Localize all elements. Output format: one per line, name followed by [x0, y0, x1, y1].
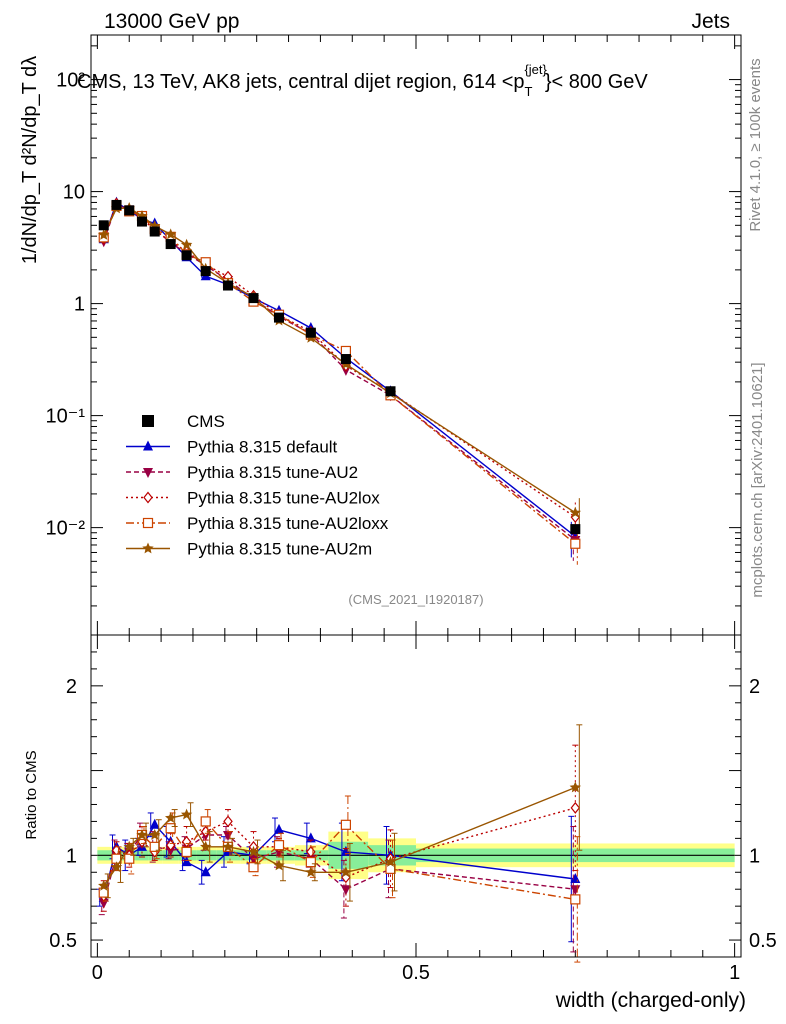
legend-marker — [143, 491, 153, 504]
legend-marker — [142, 517, 154, 529]
legend-label: Pythia 8.315 default — [187, 438, 338, 457]
chart-title: CMS, 13 TeV, AK8 jets, central dijet reg… — [77, 62, 648, 99]
ratio-frame — [90, 634, 742, 958]
ratio-y-tick-label-right: 1 — [749, 845, 760, 867]
series-tune-au2m-ratio-point — [200, 840, 212, 852]
series-default-ratio-point — [273, 823, 284, 834]
cms-data-point — [340, 354, 351, 365]
ratio-plot: 0.5 0.5 1 1 2 2 0 0.5 1 — [49, 634, 777, 984]
series-tune-au2loxx-ratio-point — [305, 856, 316, 868]
legend-marker — [143, 440, 153, 451]
series-tune-au2m-main-point — [165, 228, 177, 240]
series-tune-au2m-ratio-point — [110, 861, 123, 872]
cms-data-point — [248, 293, 259, 304]
rivet-note: Rivet 4.1.0, ≥ 100k events — [747, 58, 764, 231]
cms-data-point — [98, 220, 109, 231]
series-tune-au2loxx-ratio-point — [273, 840, 285, 851]
ratio-y-tick-label: 1 — [66, 845, 77, 867]
legend-label: Pythia 8.315 tune-AU2m — [187, 540, 372, 559]
legend-label: CMS — [187, 412, 225, 431]
series-tune-au2loxx-ratio-point — [570, 894, 581, 905]
cms-data-point — [305, 327, 316, 338]
series-tune-au2m-ratio-point — [273, 859, 285, 871]
series-tune-au2loxx-ratio-point — [124, 853, 135, 864]
energy-label: 13000 GeV pp — [104, 10, 239, 33]
chart-title-suffix: }< 800 GeV — [545, 71, 649, 93]
series-tune-au2m-ratio-point — [149, 829, 161, 840]
cms-data-point — [165, 239, 176, 250]
main-y-tick-label: 10⁻² — [46, 518, 86, 540]
cms-data-point — [385, 386, 396, 397]
legend-label: Pythia 8.315 tune-AU2 — [187, 463, 358, 482]
series-default-ratio-point — [181, 856, 192, 867]
series-tune-au2loxx-ratio-point — [340, 819, 352, 830]
series-tune-au2m-ratio-point — [305, 866, 317, 878]
chart-title-sup: {jet} — [524, 62, 547, 77]
x-tick-label: 0.5 — [402, 962, 430, 984]
main-y-tick-label: 10 — [63, 182, 85, 204]
series-tune-au2m-ratio-point — [136, 829, 148, 840]
series-tune-au2lox-ratio-point — [223, 815, 233, 828]
cms-data-point — [273, 312, 284, 323]
main-plot: 10⁻² 10⁻¹ 1 10 10² — [46, 34, 742, 636]
legend-label: Pythia 8.315 tune-AU2loxx — [187, 514, 389, 533]
series-tune-au2m-main-point — [98, 229, 110, 240]
series-tune-au2-ratio-point — [248, 854, 259, 865]
ratio-y-tick-label: 0.5 — [49, 930, 77, 952]
series-tune-au2m-main-point — [569, 506, 581, 518]
main-y-tick-label: 10² — [56, 70, 85, 92]
series-tune-au2m-ratio-point — [180, 808, 193, 820]
series-tune-au2m-ratio-point — [384, 856, 397, 867]
x-tick-label: 0 — [92, 962, 103, 984]
legend: CMS Pythia 8.315 default Pythia 8.315 tune… — [126, 412, 389, 559]
x-tick-label: 1 — [729, 962, 740, 984]
legend-marker — [142, 415, 154, 427]
series-tune-au2m-ratio-point — [247, 845, 260, 857]
chart-title-prefix: CMS, 13 TeV, AK8 jets, central dijet reg… — [77, 71, 525, 93]
chart-title-sub: T — [525, 84, 533, 99]
series-tune-au2loxx-main-point — [570, 538, 581, 549]
series-tune-au2loxx-ratio-point — [248, 862, 259, 873]
series-tune-au2m-ratio-point — [222, 840, 234, 852]
ratio-y-tick-label-right: 0.5 — [749, 930, 777, 952]
cms-data-point — [570, 524, 581, 535]
series-tune-au2m-ratio-point — [165, 812, 177, 823]
ratio-y-tick-label-right: 2 — [749, 676, 760, 698]
series-tune-au2m-ratio-point — [569, 781, 581, 793]
series-tune-au2m-ratio-point — [98, 879, 110, 891]
series-tune-au2loxx-ratio-point — [181, 846, 192, 858]
cms-data-point — [200, 266, 211, 277]
series-tune-au2loxx-ratio-point — [200, 816, 211, 827]
legend-marker — [142, 542, 154, 554]
legend-label: Pythia 8.315 tune-AU2lox — [187, 489, 380, 508]
ratio-y-axis-label: Ratio to CMS — [23, 750, 40, 839]
cms-data-point — [124, 205, 135, 216]
main-y-tick-label: 1 — [74, 294, 85, 316]
cms-data-point — [181, 250, 192, 261]
x-axis-label: width (charged-only) — [555, 989, 746, 1012]
series-tune-au2lox-ratio-point — [570, 801, 581, 814]
series-tune-au2loxx-ratio-point — [165, 823, 176, 834]
analysis-id: (CMS_2021_I1920187) — [348, 592, 483, 607]
series-tune-au2m-main-point — [180, 238, 193, 250]
cms-data-point — [111, 199, 122, 210]
ratio-y-tick-label: 2 — [66, 676, 77, 698]
series-default-ratio-point — [149, 818, 160, 829]
series-default-ratio-point — [200, 866, 211, 877]
cms-data-point — [223, 280, 234, 291]
main-y-axis-label: 1/dN/dp_T d²N/dp_T dλ — [19, 56, 41, 264]
series-tune-au2-ratio-point — [165, 846, 176, 857]
legend-marker — [143, 468, 153, 478]
cms-data-point — [149, 226, 160, 237]
mcplots-note: mcplots.cern.ch [arXiv:2401.10621] — [749, 362, 766, 597]
series-tune-au2m-ratio-point — [340, 866, 352, 878]
category-label: Jets — [691, 10, 730, 33]
cms-data-point — [136, 216, 147, 227]
series-tune-au2m-ratio-point — [123, 840, 135, 852]
main-y-tick-label: 10⁻¹ — [46, 406, 86, 428]
